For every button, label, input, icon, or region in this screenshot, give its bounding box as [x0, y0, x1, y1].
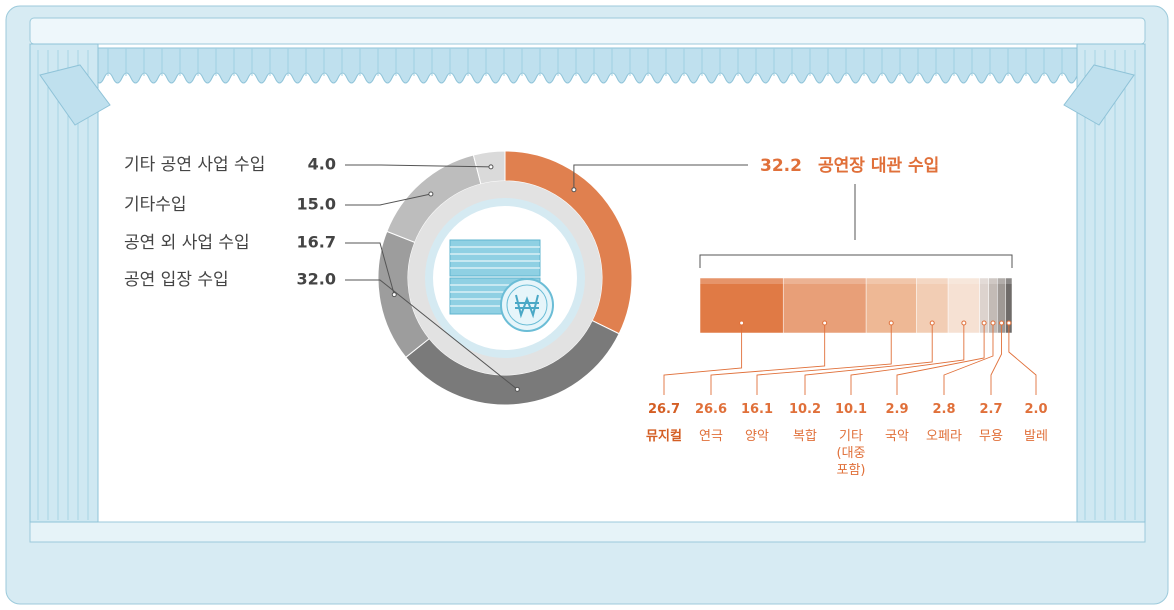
category-label: 무용 [979, 429, 1003, 444]
coin-inner [506, 284, 548, 326]
plot: 공연 입장 수입 32.0 공연 외 사업 수입 16.7 기타수입 15.0 기타 공연 … [124, 150, 1037, 406]
leader-line [573, 164, 748, 190]
leader-dot [571, 187, 577, 193]
valance [29, 17, 1146, 45]
category-label: 연극 [699, 429, 723, 444]
leader-dot [981, 320, 987, 326]
leader-dot [990, 320, 996, 326]
bracket [699, 254, 1013, 268]
leader-line [850, 323, 965, 395]
side-curtain [29, 43, 99, 523]
leader-line [943, 323, 994, 395]
value-label: 32.0 [297, 270, 336, 289]
legend-label: 공연장 대관 수입 [818, 156, 939, 176]
category-label: 양악 [745, 429, 769, 444]
leader-line [1008, 323, 1037, 395]
leader-line [896, 323, 985, 395]
leader-line [345, 279, 518, 390]
category-label: 복합 [793, 429, 817, 444]
leader-dot [428, 191, 434, 197]
legend-label: 기타 공연 사업 수입 [124, 155, 265, 175]
leader-line [345, 193, 431, 206]
legend-label: 기타수입 [124, 195, 187, 215]
value-label: 32.2 [760, 156, 802, 176]
category-label: 국악 [885, 429, 909, 444]
leader-line [990, 323, 1003, 395]
leader-line [663, 323, 743, 395]
leader-line [804, 323, 933, 395]
leader-dot [999, 320, 1005, 326]
value-label: 16.7 [297, 233, 336, 252]
category-label: 발레 [1024, 429, 1048, 444]
leader-dot [888, 320, 894, 326]
leader-line [345, 242, 395, 295]
leader-dot [1006, 320, 1012, 326]
category-label: 기타 (대중 포함) [836, 429, 866, 478]
value-label: 4.0 [308, 155, 336, 174]
leader-dot [514, 386, 520, 392]
value-label: 26.6 [694, 402, 728, 417]
leader-dot [488, 164, 494, 170]
spotlight [39, 64, 111, 126]
stage-floor [29, 521, 1146, 543]
money-stack [449, 239, 541, 277]
coin-symbol [515, 294, 539, 319]
legend-label: 공연 입장 수입 [124, 270, 229, 290]
leader-dot [391, 292, 397, 298]
category-label: 오페라 [926, 429, 962, 444]
value-label: 10.1 [834, 402, 868, 417]
value-label: 2.8 [932, 402, 956, 417]
leader-dot [961, 320, 967, 326]
leader-line [345, 164, 491, 168]
leader-line [756, 323, 892, 395]
curtains [29, 43, 1146, 523]
value-label: 26.7 [647, 402, 681, 417]
value-label: 16.1 [740, 402, 774, 417]
side-curtain [1076, 43, 1146, 523]
coin [500, 278, 554, 332]
spotlight [1063, 64, 1135, 126]
category-label: 뮤지컬 [646, 429, 682, 444]
leader-dot [822, 320, 828, 326]
leader-dot [739, 320, 745, 326]
leader-line [710, 323, 826, 395]
value-label: 10.2 [788, 402, 822, 417]
legend-label: 공연 외 사업 수입 [124, 233, 250, 253]
value-label: 2.7 [979, 402, 1003, 417]
value-label: 2.9 [885, 402, 909, 417]
value-label: 15.0 [297, 195, 336, 214]
leader-dot [929, 320, 935, 326]
bar-highlight [700, 278, 1012, 284]
value-label: 2.0 [1024, 402, 1048, 417]
